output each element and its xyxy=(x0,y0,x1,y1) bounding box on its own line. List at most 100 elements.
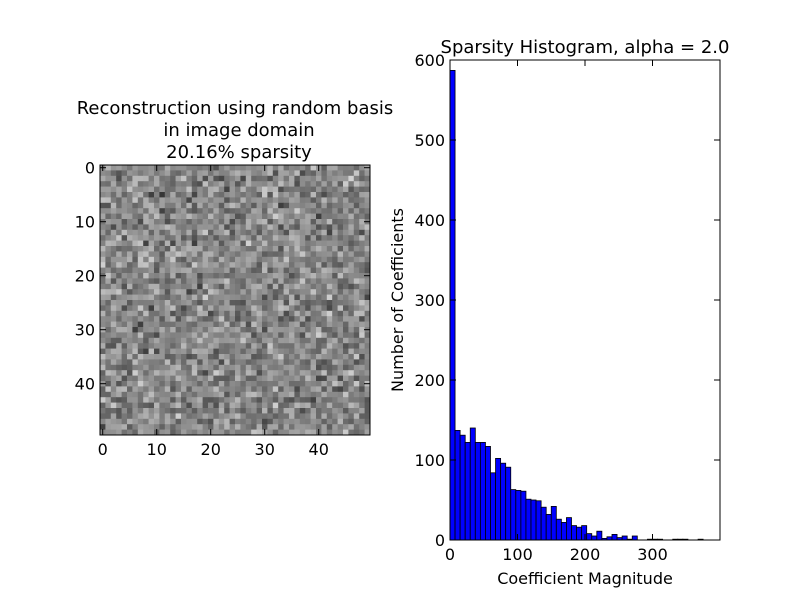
heatmap-cell xyxy=(283,310,290,317)
heatmap-cell xyxy=(240,429,247,436)
heatmap-cell xyxy=(143,413,149,420)
heatmap-cell xyxy=(299,240,306,247)
heatmap-cell xyxy=(359,402,365,409)
heatmap-cell xyxy=(197,418,203,425)
heatmap-cell xyxy=(143,354,149,360)
heatmap-cell xyxy=(283,364,290,371)
heatmap-cell xyxy=(154,402,160,409)
heatmap-cell xyxy=(105,267,112,274)
heatmap-cell xyxy=(175,310,182,317)
heatmap-cell xyxy=(208,192,214,198)
heatmap-cell xyxy=(191,251,198,258)
heatmap-cell xyxy=(224,375,230,382)
heatmap-cell xyxy=(175,202,182,209)
heatmap-cell xyxy=(294,370,301,376)
heatmap-cell xyxy=(229,310,236,317)
heatmap-cell xyxy=(191,316,198,322)
heatmap-cell xyxy=(181,213,187,220)
heatmap-cell xyxy=(294,170,301,177)
histogram-bar xyxy=(540,506,547,541)
heatmap-cell xyxy=(289,370,295,376)
heatmap-cell xyxy=(283,359,290,366)
heatmap-cell xyxy=(332,327,338,333)
heatmap-cell xyxy=(202,273,209,279)
heatmap-cell xyxy=(116,359,122,366)
heatmap-cell xyxy=(164,197,171,204)
heatmap-cell xyxy=(299,375,306,382)
heatmap-cell xyxy=(267,235,274,241)
heatmap-cell xyxy=(343,208,349,214)
heatmap-cell xyxy=(305,343,311,349)
heatmap-cell xyxy=(289,235,295,241)
heatmap-cell xyxy=(251,202,257,209)
heatmap-cell xyxy=(235,397,241,403)
heatmap-cell xyxy=(262,229,268,236)
heatmap-cell xyxy=(240,235,247,241)
heatmap-cell xyxy=(213,413,220,420)
heatmap-cell xyxy=(110,370,117,376)
heatmap-cell xyxy=(316,278,322,285)
heatmap-cell xyxy=(272,402,279,409)
heatmap-cell xyxy=(251,370,257,376)
heatmap-cell xyxy=(213,386,220,393)
heatmap-cell xyxy=(110,359,117,366)
heatmap-cell xyxy=(353,413,360,420)
heatmap-cell xyxy=(305,262,311,268)
heatmap-cell xyxy=(164,208,171,214)
heatmap-cell xyxy=(127,224,133,231)
heatmap-cell xyxy=(310,262,317,268)
heatmap-cell xyxy=(218,337,225,344)
heatmap-cell xyxy=(148,267,155,274)
heatmap-cell xyxy=(148,381,155,387)
heatmap-cell xyxy=(224,262,230,268)
heatmap-cell xyxy=(159,386,166,393)
heatmap-cell xyxy=(267,224,274,231)
heatmap-cell xyxy=(154,397,160,403)
heatmap-cell xyxy=(240,202,247,209)
heatmap-cell xyxy=(353,175,360,182)
heatmap-cell xyxy=(148,294,155,301)
heatmap-cell xyxy=(256,429,263,436)
heatmap-cell xyxy=(262,418,268,425)
heatmap-cell xyxy=(359,251,365,258)
heatmap-cell xyxy=(321,273,328,279)
heatmap-cell xyxy=(305,192,311,198)
heatmap-cell xyxy=(110,375,117,382)
heatmap-cell xyxy=(186,251,193,258)
heatmap-cell xyxy=(218,240,225,247)
heatmap-cell xyxy=(305,348,311,355)
heatmap-cell xyxy=(202,418,209,425)
heatmap-cell xyxy=(251,175,257,182)
heatmap-cell xyxy=(143,240,149,247)
heatmap-cell xyxy=(132,402,139,409)
heatmap-cell xyxy=(321,181,328,187)
heatmap-cell xyxy=(148,186,155,193)
heatmap-cell xyxy=(353,370,360,376)
heatmap-cell xyxy=(283,192,290,198)
heatmap-cell xyxy=(251,224,257,231)
heatmap-cell xyxy=(245,305,252,312)
heatmap-cell xyxy=(299,391,306,398)
heatmap-cell xyxy=(262,381,268,387)
heatmap-cell xyxy=(137,327,144,333)
heatmap-cell xyxy=(337,429,344,436)
histogram-bar xyxy=(596,530,603,541)
heatmap-cell xyxy=(164,165,171,171)
heatmap-cell xyxy=(127,213,133,220)
heatmap-cell xyxy=(332,391,338,398)
heatmap-cell xyxy=(164,391,171,398)
heatmap-cell xyxy=(202,213,209,220)
heatmap-cell xyxy=(197,348,203,355)
heatmap-cell xyxy=(299,310,306,317)
heatmap-cell xyxy=(218,192,225,198)
heatmap-cell xyxy=(316,348,322,355)
heatmap-cell xyxy=(213,181,220,187)
heatmap-cell xyxy=(343,418,349,425)
heatmap-cell xyxy=(267,273,274,279)
heatmap-cell xyxy=(310,240,317,247)
heatmap-cell xyxy=(348,283,355,290)
heatmap-cell xyxy=(326,408,333,414)
heatmap-cell xyxy=(348,273,355,279)
heatmap-cell xyxy=(321,202,328,209)
